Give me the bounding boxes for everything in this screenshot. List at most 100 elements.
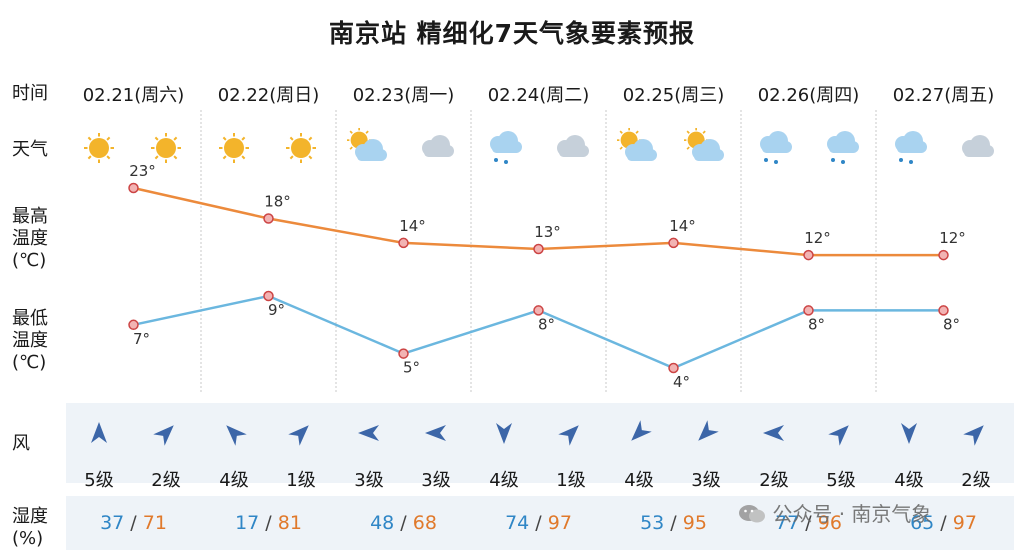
humidity-value: 65 / 97 <box>876 512 1011 534</box>
high-temp-point <box>533 243 544 255</box>
humidity-separator: / <box>124 512 143 534</box>
light-rain-icon <box>482 128 526 168</box>
humidity-value: 37 / 71 <box>66 512 201 534</box>
humidity-low: 37 <box>100 512 125 534</box>
humidity-value: 74 / 97 <box>471 512 606 534</box>
page-title: 南京站 精细化7天气象要素预报 <box>328 19 696 48</box>
row-label-wind: 风 <box>12 433 30 454</box>
low-temp-label: 8° <box>538 315 555 333</box>
high-temp-label: 23° <box>129 162 156 180</box>
partly-cloudy-icon <box>346 127 391 168</box>
high-temp-point <box>263 213 274 224</box>
low-temp-point <box>668 362 679 374</box>
high-temp-point <box>668 237 679 249</box>
northeast-wind-arrow <box>688 418 724 448</box>
date-label: 02.23(周一) <box>352 85 455 106</box>
humidity-low: 53 <box>640 512 665 534</box>
low-temp-label: 5° <box>403 359 420 377</box>
wind-level: 4级 <box>624 470 654 491</box>
high-temp-label: 13° <box>534 223 561 241</box>
row-label-low-temp: 最低 温度 (℃) <box>12 308 48 373</box>
humidity-separator: / <box>529 512 548 534</box>
low-temp-label: 4° <box>673 373 690 391</box>
row-label-time: 时间 <box>12 83 48 104</box>
light-rain-icon <box>887 128 931 168</box>
low-temp-label: 8° <box>808 315 825 333</box>
southwest-wind-arrow <box>148 418 184 448</box>
wind-level: 4级 <box>489 470 519 491</box>
humidity-value: 48 / 68 <box>336 512 471 534</box>
humidity-separator: / <box>664 512 683 534</box>
cloudy-icon <box>954 128 998 168</box>
low-temp-point <box>533 305 544 316</box>
humidity-separator: / <box>259 512 278 534</box>
sunny-icon <box>144 128 188 168</box>
watermark: 公众号 · 南京气象 <box>738 498 931 527</box>
humidity-high: 71 <box>142 512 167 534</box>
low-temp-point <box>128 319 139 331</box>
high-temp-point <box>803 249 814 261</box>
cloudy-icon <box>549 128 593 168</box>
date-label: 02.27(周五) <box>892 85 995 106</box>
sunny-icon <box>212 128 256 168</box>
southwest-wind-arrow <box>823 418 859 448</box>
humidity-high: 68 <box>412 512 437 534</box>
date-label: 02.26(周四) <box>757 85 860 106</box>
wind-level: 1级 <box>556 470 586 491</box>
humidity-high: 96 <box>817 512 842 534</box>
wind-level: 3级 <box>691 470 721 491</box>
date-label: 02.25(周三) <box>622 85 725 106</box>
low-temp-point <box>398 348 409 359</box>
humidity-low: 17 <box>235 512 260 534</box>
southwest-wind-arrow <box>553 418 589 448</box>
sunny-icon <box>77 128 121 168</box>
humidity-separator: / <box>934 512 953 534</box>
high-temp-point <box>938 249 949 261</box>
high-temp-label: 12° <box>804 229 831 247</box>
southwest-wind-arrow <box>958 418 994 448</box>
east-wind-arrow <box>351 418 387 448</box>
partly-cloudy-icon <box>683 127 728 168</box>
date-label: 02.22(周日) <box>217 85 320 106</box>
high-temp-point <box>128 182 139 194</box>
south-wind-arrow <box>81 418 117 448</box>
wind-level: 5级 <box>826 470 856 491</box>
wind-level: 5级 <box>84 470 114 491</box>
row-label-high-temp: 最高 温度 (℃) <box>12 206 48 271</box>
watermark-text: 公众号 · 南京气象 <box>772 502 932 526</box>
low-temp-point <box>938 305 949 316</box>
wind-level: 3级 <box>421 470 451 491</box>
humidity-value: 77 / 96 <box>741 512 876 534</box>
wind-level: 1级 <box>286 470 316 491</box>
low-temp-point <box>803 305 814 316</box>
high-temp-label: 18° <box>264 193 291 211</box>
wind-level: 2级 <box>151 470 181 491</box>
humidity-high: 97 <box>547 512 572 534</box>
low-temp-point <box>263 290 274 302</box>
wechat-icon <box>738 504 766 524</box>
sunny-icon <box>279 128 323 168</box>
partly-cloudy-icon <box>616 127 661 168</box>
humidity-value: 53 / 95 <box>606 512 741 534</box>
southwest-wind-arrow <box>283 418 319 448</box>
row-label-weather: 天气 <box>12 139 48 160</box>
humidity-panel <box>66 496 1014 550</box>
wind-level: 4级 <box>219 470 249 491</box>
humidity-high: 97 <box>952 512 977 534</box>
wind-level: 3级 <box>354 470 384 491</box>
low-temp-label: 9° <box>268 301 285 319</box>
wind-level: 2级 <box>961 470 991 491</box>
high-temp-label: 14° <box>399 217 426 235</box>
north-wind-arrow <box>891 418 927 448</box>
east-wind-arrow <box>418 418 454 448</box>
humidity-value: 17 / 81 <box>201 512 336 534</box>
humidity-high: 81 <box>277 512 302 534</box>
humidity-low: 48 <box>370 512 395 534</box>
cloudy-icon <box>414 128 458 168</box>
humidity-low: 77 <box>775 512 800 534</box>
wind-level: 4级 <box>894 470 924 491</box>
low-temp-label: 8° <box>943 315 960 333</box>
humidity-low: 65 <box>910 512 935 534</box>
east-wind-arrow <box>756 418 792 448</box>
